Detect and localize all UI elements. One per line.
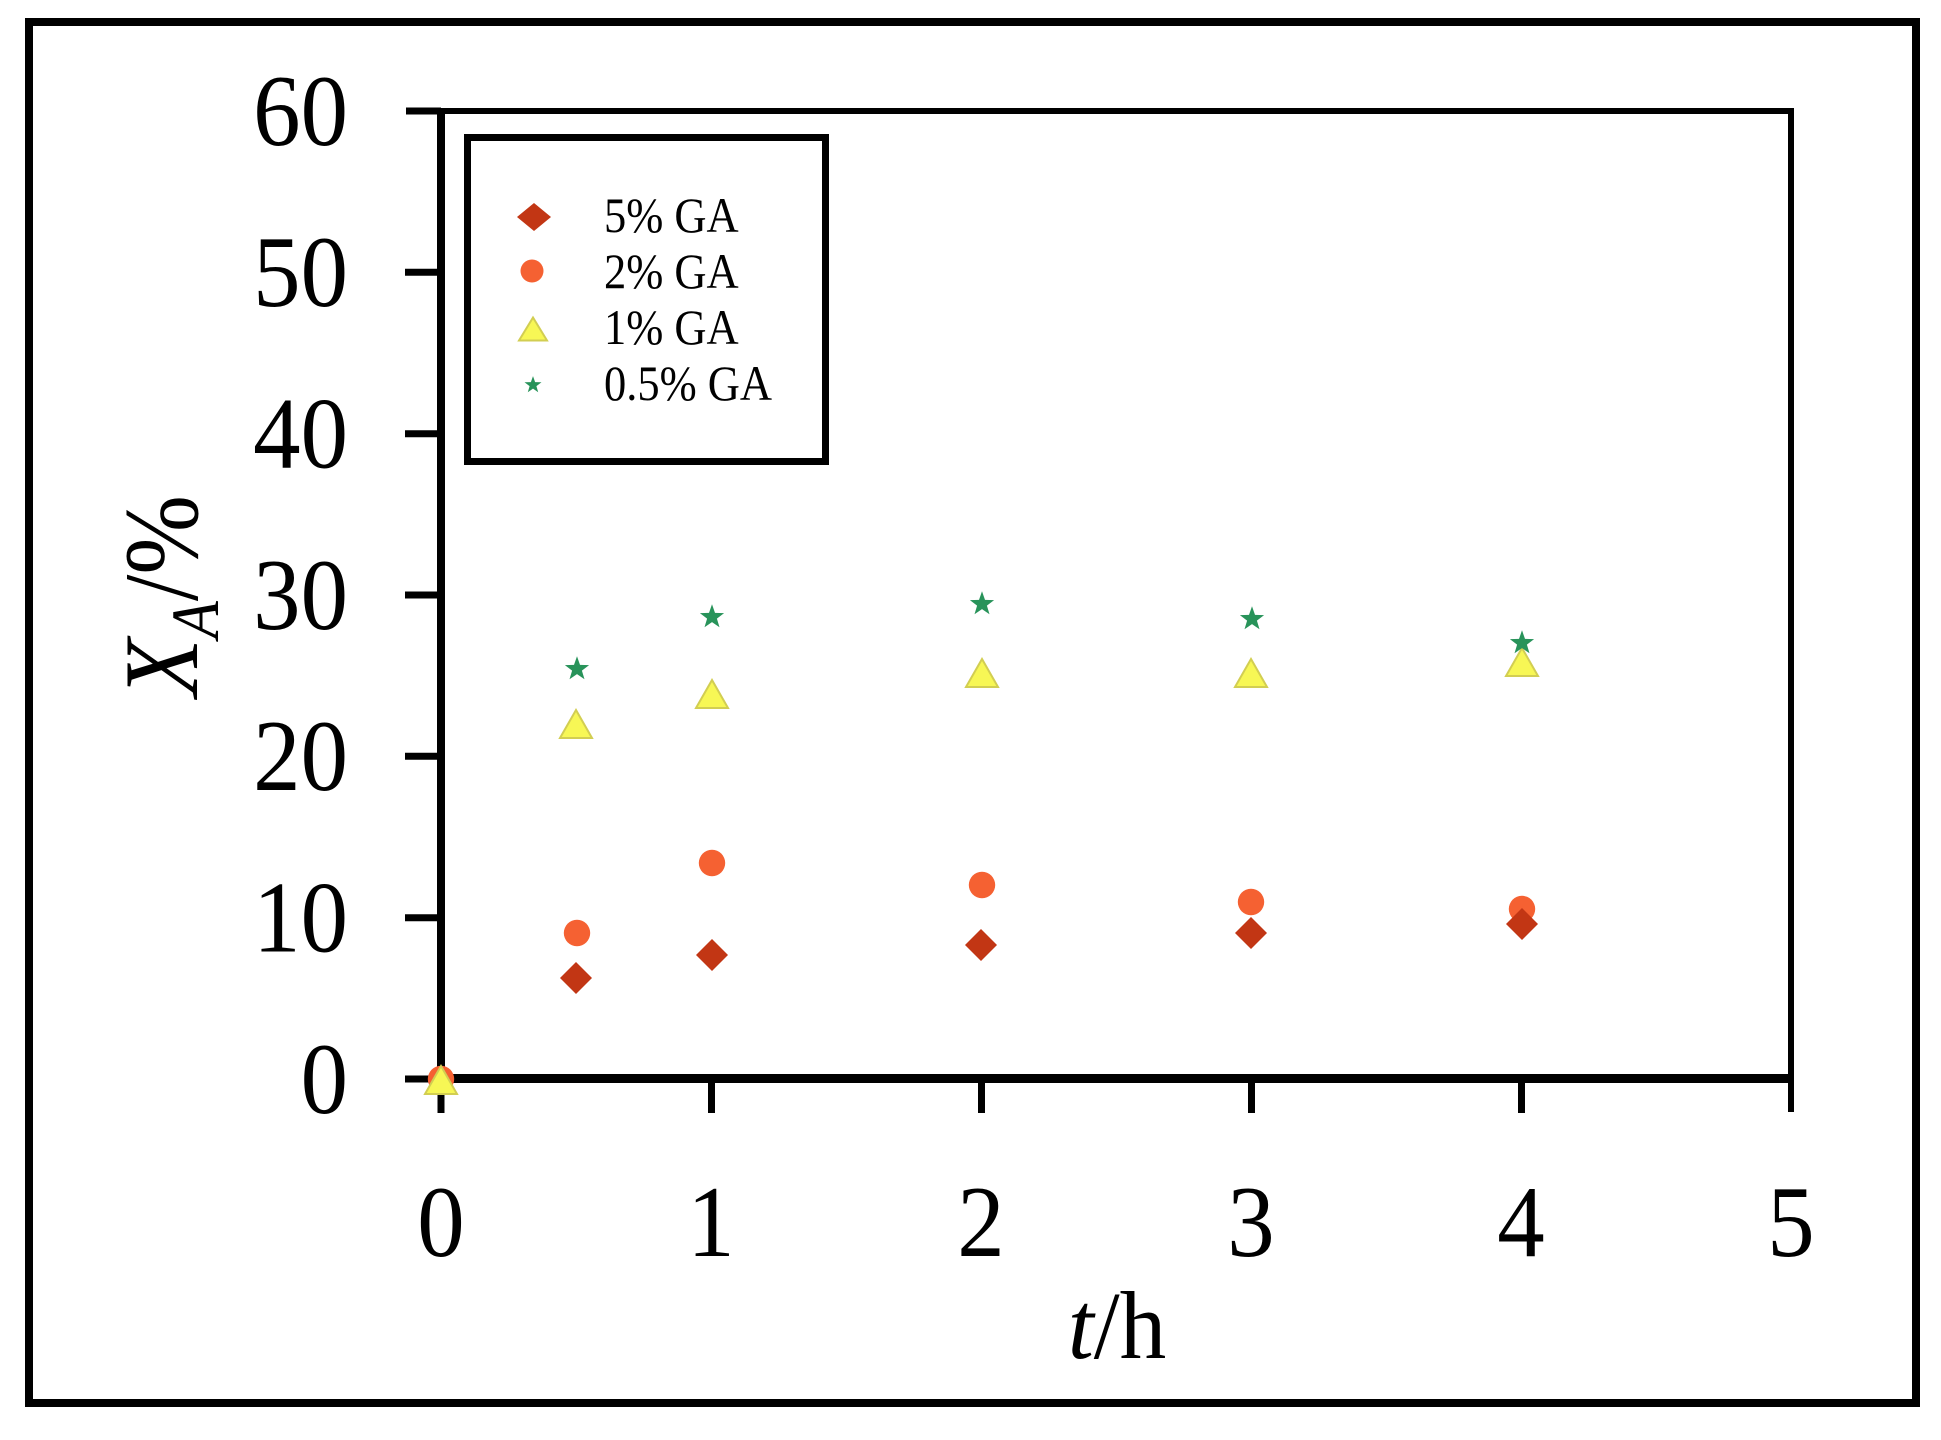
svg-text:3: 3: [1227, 1166, 1274, 1279]
svg-text:XA/%: XA/%: [102, 495, 232, 700]
svg-text:40: 40: [253, 377, 348, 490]
svg-text:t/h: t/h: [1068, 1274, 1166, 1380]
svg-text:1: 1: [687, 1166, 734, 1279]
svg-text:5% GA: 5% GA: [604, 189, 739, 244]
svg-text:5: 5: [1767, 1166, 1814, 1279]
svg-text:50: 50: [253, 216, 348, 329]
svg-text:1% GA: 1% GA: [604, 301, 739, 356]
svg-text:60: 60: [253, 55, 348, 168]
svg-text:20: 20: [253, 700, 348, 813]
svg-text:2: 2: [957, 1166, 1004, 1279]
svg-text:2% GA: 2% GA: [604, 245, 739, 300]
svg-text:30: 30: [253, 539, 348, 652]
svg-text:0.5% GA: 0.5% GA: [604, 357, 772, 412]
svg-text:0: 0: [417, 1166, 464, 1279]
svg-text:0: 0: [301, 1023, 348, 1136]
svg-text:10: 10: [253, 861, 348, 974]
svg-text:4: 4: [1497, 1166, 1544, 1279]
